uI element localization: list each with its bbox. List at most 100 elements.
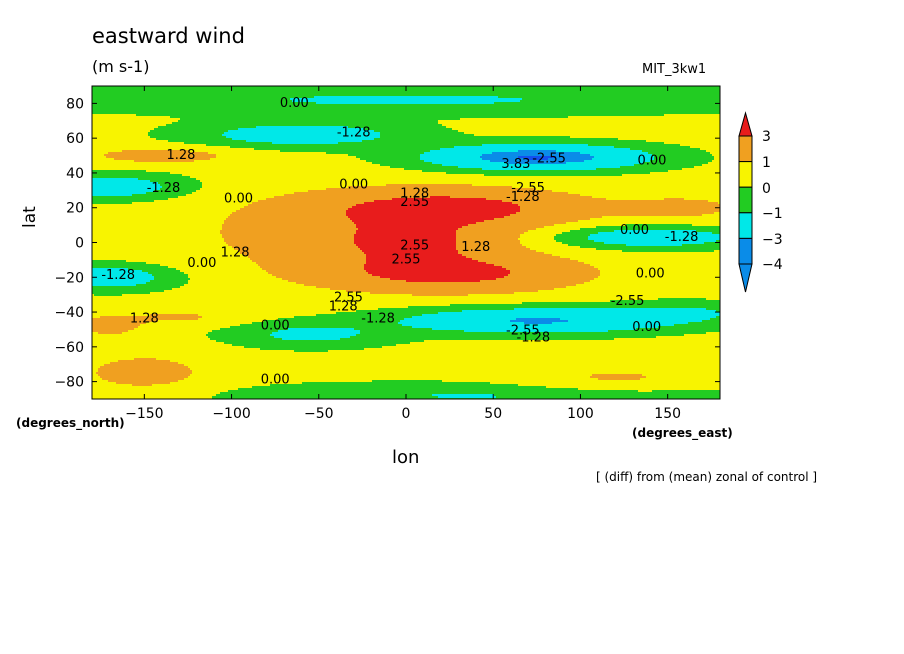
shaded-band xyxy=(424,160,490,163)
shaded-band xyxy=(92,314,150,317)
shaded-band xyxy=(594,278,720,281)
shaded-band xyxy=(366,256,466,259)
shaded-band xyxy=(192,370,720,373)
shaded-band xyxy=(402,324,674,327)
shaded-band xyxy=(164,290,346,293)
shaded-band xyxy=(220,232,356,235)
shaded-band xyxy=(150,314,198,317)
shaded-band xyxy=(268,272,368,275)
shaded-band xyxy=(568,244,626,247)
shaded-band xyxy=(386,184,472,187)
shaded-band xyxy=(456,246,526,249)
shaded-band xyxy=(654,158,714,161)
shaded-band xyxy=(92,254,244,257)
shaded-band xyxy=(716,316,720,319)
shaded-band xyxy=(92,114,136,117)
shaded-band xyxy=(184,364,720,367)
shaded-band xyxy=(452,128,720,131)
contour-label: 0.00 xyxy=(280,96,309,111)
shaded-band xyxy=(150,292,370,295)
shaded-band xyxy=(682,168,720,171)
contour-label: 0.00 xyxy=(339,178,368,193)
shaded-band xyxy=(496,396,720,399)
shaded-band xyxy=(180,118,460,121)
shaded-band xyxy=(134,358,156,361)
shaded-band xyxy=(316,102,494,105)
shaded-band xyxy=(92,250,238,253)
shaded-band xyxy=(260,348,364,351)
shaded-band xyxy=(238,128,364,131)
y-tick-label: 80 xyxy=(66,96,84,112)
shaded-band xyxy=(222,236,354,239)
shaded-band xyxy=(92,338,210,341)
shaded-band xyxy=(622,174,720,177)
shaded-band xyxy=(148,134,222,137)
shaded-band xyxy=(104,364,184,367)
shaded-band xyxy=(92,182,158,185)
shaded-band xyxy=(244,254,366,257)
shaded-band xyxy=(92,204,248,207)
shaded-band xyxy=(146,170,422,173)
shaded-band xyxy=(464,132,720,135)
shaded-band xyxy=(380,276,504,279)
shaded-band xyxy=(226,242,354,245)
y-axis-unit: (degrees_north) xyxy=(16,416,125,430)
shaded-band xyxy=(92,126,158,129)
shaded-band xyxy=(598,378,640,381)
shaded-band xyxy=(190,368,720,371)
shaded-band xyxy=(630,148,700,151)
shaded-band xyxy=(220,392,720,395)
shaded-band xyxy=(512,202,718,205)
contour-label: 1.28 xyxy=(400,186,429,201)
shaded-band xyxy=(520,236,554,239)
shaded-band xyxy=(92,232,220,235)
x-axis-unit: (degrees_east) xyxy=(632,426,733,440)
shaded-band xyxy=(482,158,526,161)
shaded-band xyxy=(360,158,420,161)
shaded-band xyxy=(92,334,206,337)
shaded-band xyxy=(358,246,456,249)
shaded-band xyxy=(224,220,352,223)
shaded-band xyxy=(148,132,224,135)
shaded-band xyxy=(92,362,110,365)
shaded-band xyxy=(486,198,606,201)
shaded-band xyxy=(658,298,706,301)
shaded-band xyxy=(282,338,340,341)
shaded-band xyxy=(704,242,720,245)
shaded-band xyxy=(92,122,172,125)
shaded-band xyxy=(136,284,184,287)
shaded-band xyxy=(364,252,458,255)
shaded-band xyxy=(288,328,354,331)
contour-label: 1.28 xyxy=(461,240,490,255)
shaded-band xyxy=(714,158,720,161)
colorbar-top-arrow xyxy=(738,111,753,137)
shaded-band xyxy=(490,160,584,163)
shaded-band xyxy=(92,246,232,249)
shaded-band xyxy=(276,276,380,279)
shaded-band xyxy=(368,272,510,275)
shaded-band xyxy=(92,166,390,169)
shaded-band xyxy=(92,188,160,191)
shaded-band xyxy=(92,144,206,147)
shaded-band xyxy=(516,318,560,321)
shaded-band xyxy=(364,268,506,271)
shaded-band xyxy=(518,150,556,153)
shaded-band xyxy=(554,236,588,239)
shaded-band xyxy=(244,346,382,349)
shaded-band xyxy=(456,240,520,243)
shaded-band xyxy=(208,336,274,339)
contour-label: -2.55 xyxy=(611,294,645,309)
shaded-band xyxy=(712,232,720,235)
shaded-band xyxy=(408,306,720,309)
colorbar-segment xyxy=(738,212,753,239)
shaded-band xyxy=(226,218,350,221)
shaded-band xyxy=(176,268,262,271)
shaded-band xyxy=(216,340,424,343)
shaded-band xyxy=(278,330,360,333)
shaded-band xyxy=(198,318,278,321)
shaded-band xyxy=(456,234,520,237)
shaded-band xyxy=(92,198,168,201)
shaded-band xyxy=(92,136,150,139)
y-tick-label: 60 xyxy=(66,131,84,147)
